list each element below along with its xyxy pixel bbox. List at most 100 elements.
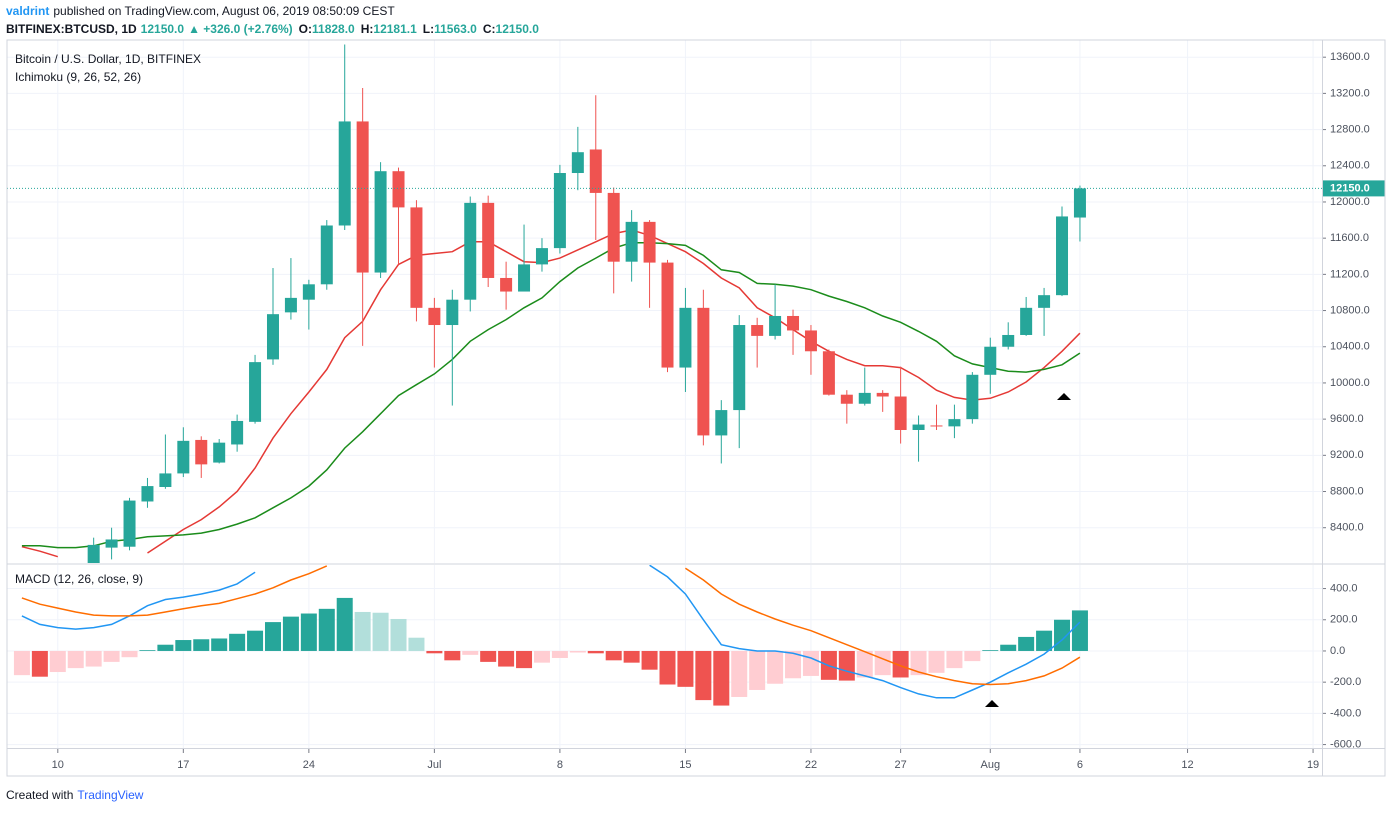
candle-body [1073, 188, 1086, 218]
candle-body [464, 202, 477, 300]
candle-body [679, 307, 692, 368]
histogram-bar [300, 613, 317, 651]
last-price-tag [1323, 180, 1385, 197]
candle-body [141, 486, 154, 502]
histogram-bar [444, 650, 461, 661]
x-tick-label: 27 [894, 759, 906, 771]
candle-body [266, 314, 279, 360]
candle-body [589, 149, 602, 193]
histogram-bar [946, 650, 963, 669]
indicator-title: MACD (12, 26, close, 9) [15, 572, 143, 586]
candle-body [1002, 334, 1015, 347]
candle-body [356, 121, 369, 273]
candle-body [410, 207, 423, 308]
candle-body [840, 394, 853, 404]
x-tick-label: 17 [177, 759, 189, 771]
histogram-bar [928, 650, 945, 673]
ohlc-label: L: [422, 22, 435, 36]
histogram-bar [856, 650, 873, 678]
histogram-bar [1000, 644, 1017, 651]
candle-body [535, 248, 548, 265]
x-tick-label: 19 [1307, 759, 1319, 771]
histogram-bar [731, 650, 748, 697]
histogram-bar [659, 650, 676, 685]
histogram-bar [785, 650, 802, 679]
author[interactable]: valdrint [6, 4, 50, 18]
candle-body [482, 202, 495, 278]
histogram-bar [175, 640, 192, 651]
candle-body [894, 396, 907, 430]
frame [6, 39, 1386, 777]
candle-body [123, 500, 136, 547]
candle-body [553, 173, 566, 249]
ohlc-value: 12150.0 [495, 22, 539, 36]
y-tick-label: 13600.0 [1330, 51, 1370, 63]
last-price-label: 12150.0 [1330, 182, 1370, 194]
indicator-line [21, 565, 1081, 686]
marker-arrow [985, 700, 999, 707]
histogram-bar [1071, 610, 1088, 651]
candle-body [571, 152, 584, 174]
macd-pane [13, 565, 1088, 706]
histogram-bar [605, 650, 622, 661]
candle-body [105, 539, 118, 548]
candle-body [195, 439, 208, 465]
brand[interactable]: TradingView [77, 788, 144, 802]
ohlc-value: 12181.1 [373, 22, 417, 36]
candle-body [428, 307, 441, 326]
indicator-title: Ichimoku (9, 26, 52, 26) [15, 70, 141, 84]
histogram-bar [121, 650, 138, 658]
histogram-bar [982, 650, 999, 651]
y-tick-label: -600.0 [1330, 738, 1361, 750]
candle-body [661, 262, 674, 368]
candle-body [984, 346, 997, 375]
candle-body [159, 473, 172, 487]
y-tick-label: 12400.0 [1330, 160, 1370, 172]
symbol-line: BITFINEX:BTCUSD, 1D 12150.0 ▲ +326.0 (+2.7… [6, 22, 539, 36]
histogram-bar [103, 650, 120, 662]
histogram-bar [229, 633, 246, 651]
indicator-line [21, 565, 1081, 699]
candle-body [966, 374, 979, 420]
histogram-bar [713, 650, 730, 706]
histogram-bar [641, 650, 658, 670]
ohlc-value: 11563.0 [434, 22, 477, 36]
histogram-bar [426, 650, 443, 654]
candle-body [213, 442, 226, 463]
histogram-bar [838, 650, 855, 681]
symbol: BITFINEX:BTCUSD, 1D [6, 22, 137, 36]
candle-body [948, 419, 961, 427]
y-tick-label: 10400.0 [1330, 341, 1370, 353]
histogram-bar [480, 650, 497, 662]
y-tick-label: 10000.0 [1330, 377, 1370, 389]
histogram-bar [372, 612, 389, 651]
histogram-bar [354, 611, 371, 651]
y-tick-label: 9600.0 [1330, 413, 1364, 425]
y-tick-label: -400.0 [1330, 707, 1361, 719]
y-tick-label: 8400.0 [1330, 522, 1364, 534]
footer: Created with TradingView [6, 788, 143, 802]
y-tick-label: -200.0 [1330, 676, 1361, 688]
candle-body [607, 192, 620, 262]
price: 12150.0 [140, 22, 185, 36]
histogram-bar [67, 650, 84, 669]
y-tick-label: 9200.0 [1330, 449, 1364, 461]
indicator-line [21, 229, 1081, 558]
y-tick-label: 400.0 [1330, 582, 1358, 594]
candle-body [643, 221, 656, 263]
candle-body [392, 171, 405, 208]
histogram-bar [767, 650, 784, 684]
candle-body [338, 121, 351, 226]
candle-body [715, 410, 728, 436]
histogram-bar [874, 650, 891, 676]
axes: 8400.08800.09200.09600.010000.010400.010… [52, 51, 1385, 771]
candle-body [302, 284, 315, 300]
candle-body [249, 362, 262, 422]
histogram-bar [533, 650, 550, 663]
x-tick-label: 6 [1077, 759, 1083, 771]
y-tick-label: 10800.0 [1330, 304, 1370, 316]
change: ▲ +326.0 (+2.76%) [188, 22, 293, 36]
x-tick-label: Jul [427, 759, 441, 771]
histogram-bar [677, 650, 694, 687]
